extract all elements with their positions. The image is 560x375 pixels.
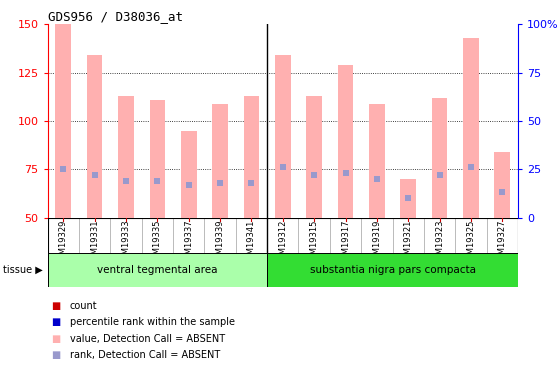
Bar xyxy=(369,104,385,218)
Bar xyxy=(494,152,510,217)
Text: GSM19315: GSM19315 xyxy=(310,219,319,265)
Text: GDS956 / D38036_at: GDS956 / D38036_at xyxy=(48,10,183,23)
Bar xyxy=(306,96,322,218)
Bar xyxy=(463,38,479,218)
Text: tissue ▶: tissue ▶ xyxy=(3,265,43,275)
Bar xyxy=(400,179,416,218)
Text: GSM19312: GSM19312 xyxy=(278,219,287,265)
Text: GSM19325: GSM19325 xyxy=(466,219,475,265)
Bar xyxy=(275,55,291,217)
Bar xyxy=(181,130,197,218)
Text: substantia nigra pars compacta: substantia nigra pars compacta xyxy=(310,265,475,275)
Bar xyxy=(150,100,165,218)
Bar xyxy=(267,253,518,287)
Bar xyxy=(244,96,259,218)
Text: GSM19319: GSM19319 xyxy=(372,219,381,265)
Text: GSM19335: GSM19335 xyxy=(153,219,162,265)
Text: GSM19329: GSM19329 xyxy=(59,219,68,265)
Text: GSM19323: GSM19323 xyxy=(435,219,444,265)
Bar xyxy=(87,55,102,217)
Text: GSM19327: GSM19327 xyxy=(498,219,507,265)
Bar xyxy=(48,253,267,287)
Text: ■: ■ xyxy=(52,350,60,360)
Bar xyxy=(55,24,71,217)
Text: percentile rank within the sample: percentile rank within the sample xyxy=(70,317,235,327)
Bar xyxy=(212,104,228,218)
Text: ■: ■ xyxy=(52,334,60,344)
Text: GSM19341: GSM19341 xyxy=(247,219,256,265)
Bar xyxy=(118,96,134,218)
Text: GSM19331: GSM19331 xyxy=(90,219,99,265)
Text: GSM19333: GSM19333 xyxy=(122,219,130,265)
Text: value, Detection Call = ABSENT: value, Detection Call = ABSENT xyxy=(70,334,225,344)
Text: ■: ■ xyxy=(52,301,60,310)
Text: GSM19321: GSM19321 xyxy=(404,219,413,265)
Text: count: count xyxy=(70,301,97,310)
Bar xyxy=(432,98,447,218)
Text: ventral tegmental area: ventral tegmental area xyxy=(97,265,218,275)
Text: GSM19317: GSM19317 xyxy=(341,219,350,265)
Bar xyxy=(338,65,353,218)
Text: ■: ■ xyxy=(52,317,60,327)
Text: GSM19339: GSM19339 xyxy=(216,219,225,265)
Text: GSM19337: GSM19337 xyxy=(184,219,193,265)
Text: rank, Detection Call = ABSENT: rank, Detection Call = ABSENT xyxy=(70,350,220,360)
